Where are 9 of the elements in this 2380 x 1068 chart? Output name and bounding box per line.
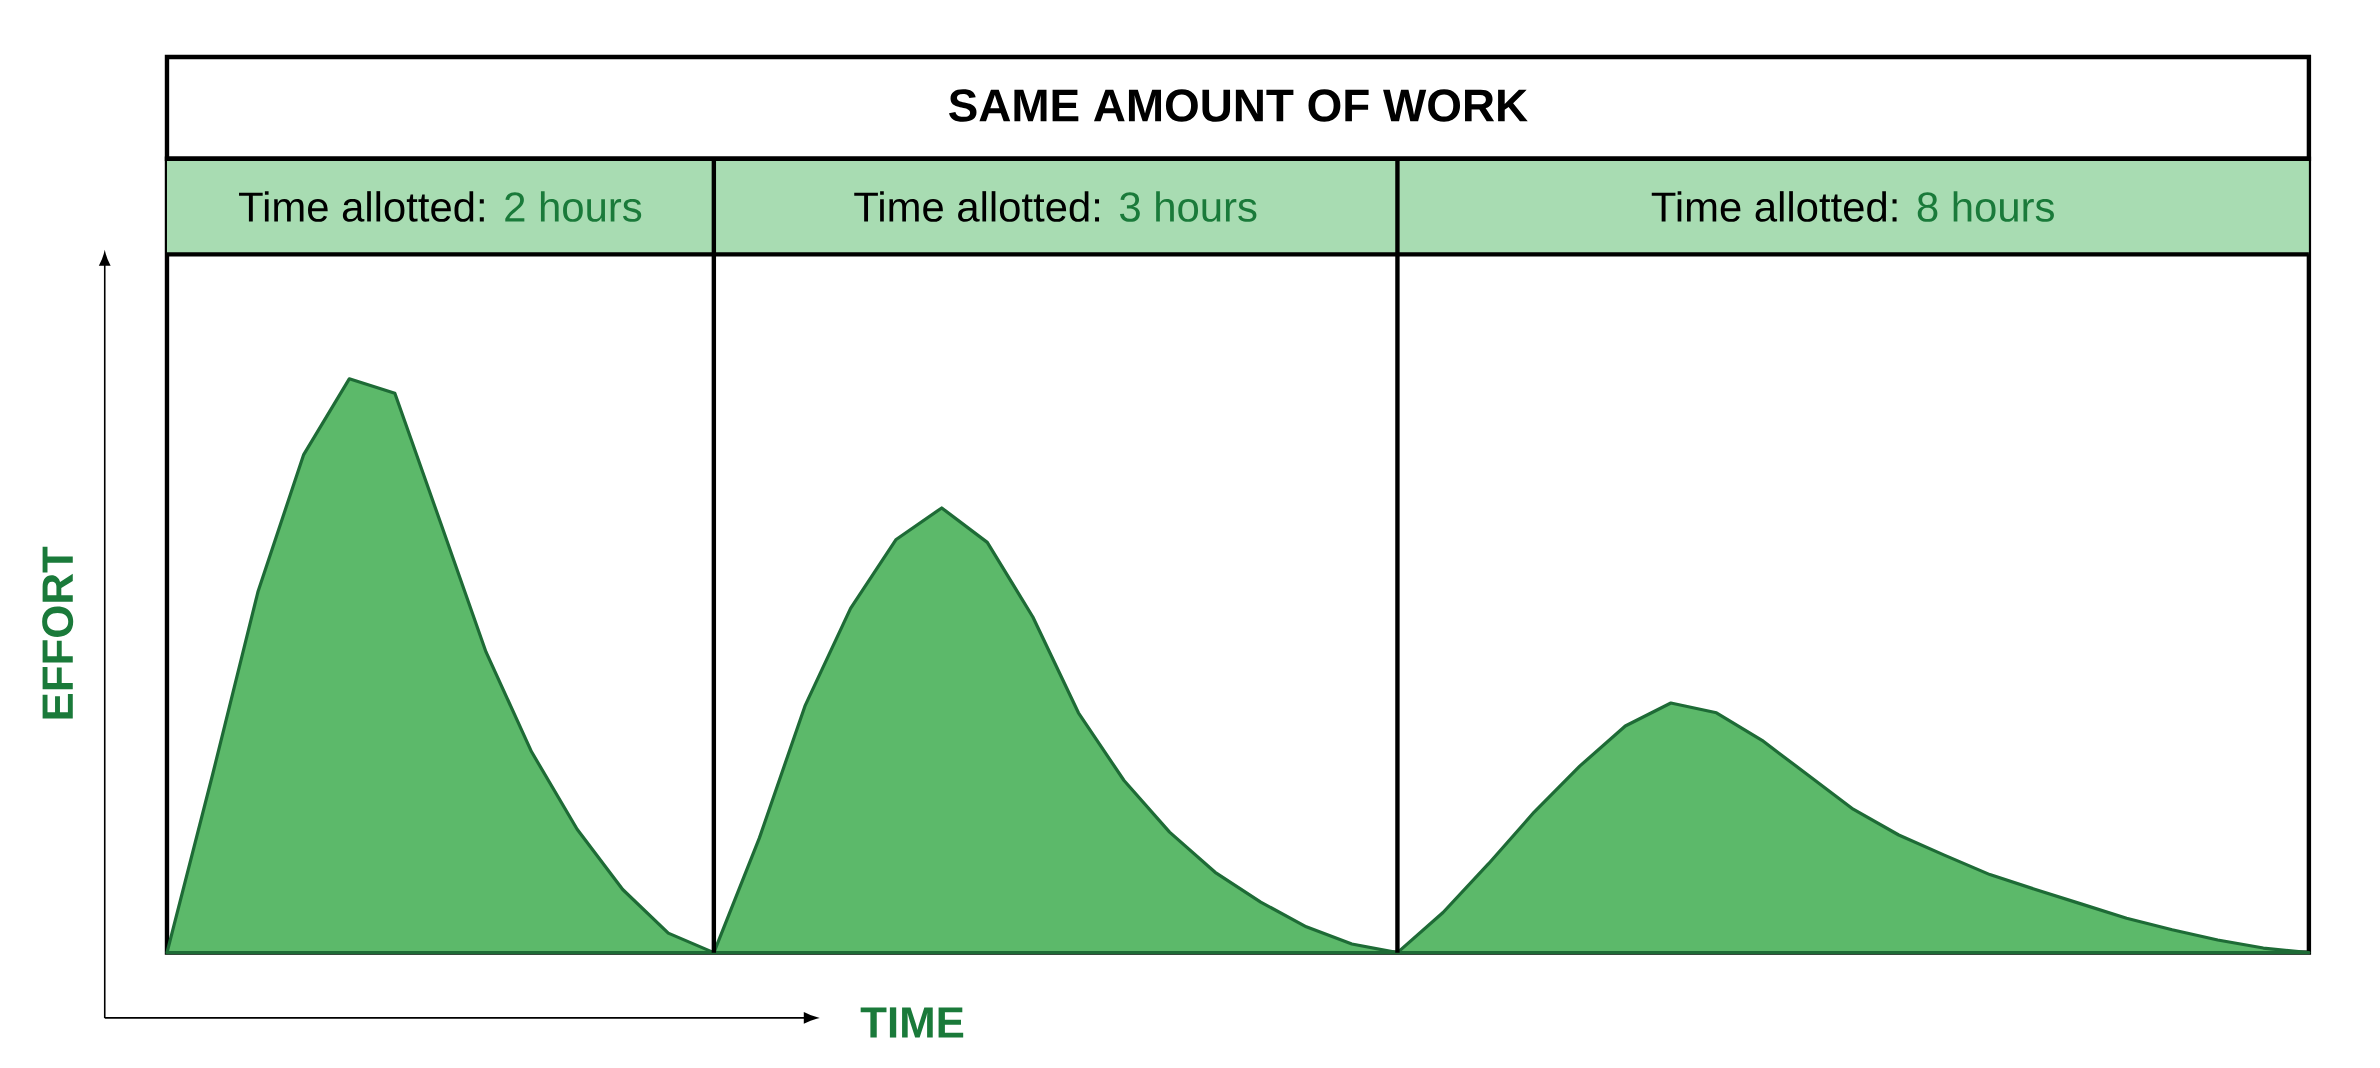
text: Time allotted:: [1651, 191, 1897, 222]
text: SAME AMOUNT OF WORK: [949, 89, 1528, 122]
text: 2 hours: [505, 191, 642, 222]
text: 8 hours: [1917, 191, 2054, 222]
y-axis-title: EFFORT: [42, 546, 74, 719]
text: Time allotted:: [239, 191, 484, 222]
text: 3 hours: [1120, 191, 1257, 222]
x-axis-title: TIME: [860, 1007, 964, 1038]
text: Time allotted:: [854, 191, 1100, 222]
